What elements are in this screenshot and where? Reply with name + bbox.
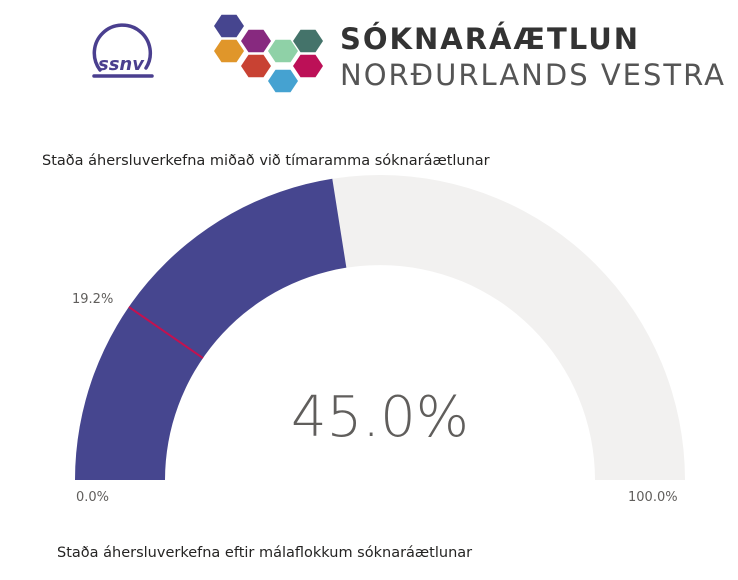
- target-label: 19.2%: [72, 292, 114, 307]
- section-title: Staða áhersluverkefna eftir málaflokkum …: [57, 545, 473, 561]
- hexagon: [214, 39, 244, 63]
- min-label: 0.0%: [76, 490, 110, 505]
- hexagon: [268, 69, 298, 93]
- hexagon: [293, 54, 323, 78]
- soknaraaetlun-hexagon-logo: [214, 14, 323, 93]
- svg-text:ssnv: ssnv: [98, 54, 145, 75]
- ssnv-logo: ssnv: [92, 23, 154, 78]
- max-label: 100.0%: [628, 490, 678, 505]
- gauge-title: Staða áherslu­verkefna miðað við tímaram…: [42, 153, 490, 169]
- brand-subtitle: NORÐURLANDS VESTRA: [340, 58, 726, 92]
- hexagon: [241, 29, 271, 53]
- hexagon: [268, 39, 298, 63]
- hexagon: [293, 29, 323, 53]
- hexagon: [214, 14, 244, 38]
- brand-title: SÓKNARÁÆTLUN: [340, 22, 641, 56]
- gauge-fill: [75, 178, 347, 480]
- gauge-target-marker: [128, 306, 204, 359]
- gauge-value: 45.0%: [291, 385, 469, 450]
- hexagon: [241, 54, 271, 78]
